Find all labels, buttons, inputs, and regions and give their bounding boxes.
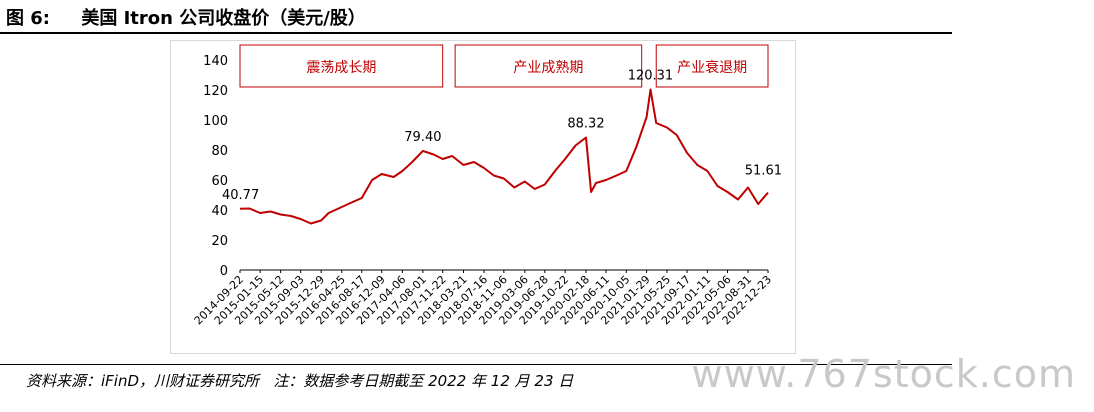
price-series-line <box>239 88 769 225</box>
data-label: 120.31 <box>628 69 674 84</box>
y-tick-label: 80 <box>211 144 228 159</box>
phase-box <box>655 44 769 88</box>
y-tick-label: 100 <box>203 114 228 129</box>
watermark: www.767stock.com <box>691 352 1076 396</box>
y-tick-label: 40 <box>211 204 228 219</box>
phase-label: 震荡成长期 <box>306 60 376 76</box>
y-tick-label: 140 <box>203 54 228 69</box>
phase-box <box>239 44 444 88</box>
title-rule <box>0 32 952 34</box>
data-label: 51.61 <box>745 164 782 179</box>
data-label: 88.32 <box>567 117 604 132</box>
data-label: 40.77 <box>222 188 259 203</box>
phase-label: 产业成熟期 <box>513 60 583 76</box>
source-rule <box>0 364 952 365</box>
phase-label: 产业衰退期 <box>677 59 747 76</box>
y-tick-label: 0 <box>220 264 228 279</box>
figure-title: 图 6: 美国 Itron 公司收盘价（美元/股） <box>6 8 366 29</box>
chart-frame <box>170 40 796 354</box>
y-tick-label: 120 <box>203 84 228 99</box>
y-tick-label: 20 <box>211 234 228 249</box>
phase-box <box>454 44 643 88</box>
data-label: 79.40 <box>404 130 441 145</box>
y-tick-label: 60 <box>211 174 228 189</box>
source-note: 资料来源：iFinD，川财证券研究所 注：数据参考日期截至 2022 年 12 … <box>26 372 574 390</box>
